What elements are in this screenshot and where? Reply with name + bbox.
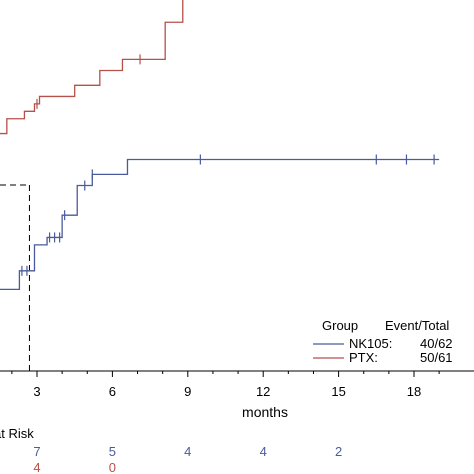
at-risk-value-nk105: 2 (335, 444, 342, 459)
x-tick-label: 18 (407, 384, 421, 399)
km-curve-ptx (0, 0, 184, 135)
at-risk-value-nk105: 4 (260, 444, 267, 459)
x-tick-label: 9 (184, 384, 191, 399)
legend-header-events: Event/Total (385, 318, 449, 333)
x-tick-label: 15 (331, 384, 345, 399)
x-axis-label: months (242, 404, 288, 420)
x-axis: 3 6 9 12 15 18 (0, 370, 474, 399)
at-risk-value-nk105: 5 (109, 444, 116, 459)
legend-label-nk105: NK105: (349, 336, 392, 351)
legend-header-group: Group (322, 318, 358, 333)
legend: Group Event/Total NK105: 40/62 PTX: 50/6… (313, 318, 453, 365)
x-tick-label: 6 (109, 384, 116, 399)
at-risk-value-nk105: 4 (184, 444, 191, 459)
x-tick-label: 3 (33, 384, 40, 399)
at-risk-table: 2175442940 (33, 444, 342, 474)
legend-label-ptx: PTX: (349, 350, 378, 365)
legend-value-ptx: 50/61 (420, 350, 453, 365)
at-risk-label: at Risk (0, 426, 34, 441)
x-tick-label: 12 (256, 384, 270, 399)
at-risk-value-ptx: 0 (109, 460, 116, 474)
km-curve-nk105 (0, 158, 440, 291)
at-risk-value-nk105: 7 (33, 444, 40, 459)
legend-value-nk105: 40/62 (420, 336, 453, 351)
at-risk-value-ptx: 4 (33, 460, 40, 474)
plot-lines (0, 0, 440, 371)
